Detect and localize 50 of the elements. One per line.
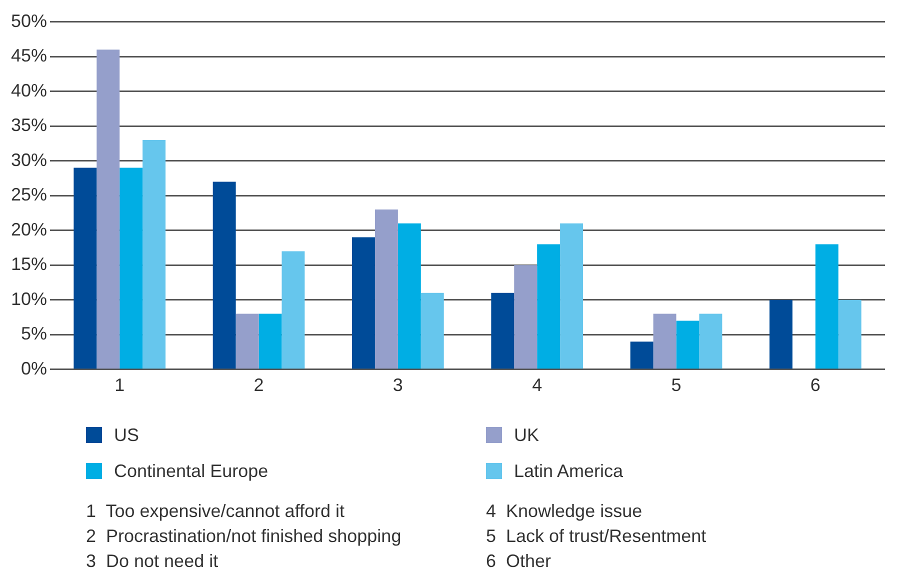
y-tick-label: 25% — [10, 184, 48, 205]
y-tick-label: 10% — [10, 288, 48, 309]
bar — [420, 292, 444, 369]
y-tick-label: 30% — [10, 150, 48, 170]
text: 4 Knowledge issue — [486, 500, 644, 523]
bar — [236, 314, 259, 369]
x-tick-label: 1 — [114, 375, 125, 396]
y-tick-label: 35% — [10, 115, 48, 136]
legend-label: Continental Europe — [114, 460, 268, 482]
bar — [96, 50, 120, 369]
y-tick-label: 50% — [10, 10, 48, 31]
bar — [514, 265, 538, 369]
legend-label: US — [114, 424, 140, 446]
y-tick-label: 15% — [10, 254, 48, 274]
bar — [282, 251, 305, 369]
text: 1 Too expensive/cannot afford it — [86, 500, 346, 523]
bar — [630, 342, 654, 369]
bar — [815, 244, 838, 369]
x-tick-label: 4 — [532, 375, 542, 396]
bar — [653, 314, 676, 369]
bar — [676, 320, 700, 369]
text: 6 Other — [486, 550, 552, 573]
bar — [699, 314, 722, 369]
bar — [398, 223, 421, 369]
text: 3 Do not need it — [86, 550, 220, 573]
bar — [374, 210, 398, 369]
x-tick-label: 5 — [671, 375, 682, 396]
x-tick-label: 3 — [392, 375, 403, 396]
bar — [258, 314, 282, 369]
y-tick-label: 40% — [10, 80, 48, 100]
y-tick-label: 5% — [21, 324, 48, 344]
text: 2 Procrastination/not finished shopping — [86, 525, 402, 548]
bar — [838, 300, 862, 369]
bar — [74, 168, 97, 369]
bar — [491, 292, 514, 369]
y-tick-label: 0% — [21, 358, 48, 378]
bar — [537, 244, 560, 369]
y-tick-label: 45% — [10, 46, 48, 66]
x-tick-label: 6 — [810, 375, 820, 396]
bar — [212, 182, 236, 369]
bar — [352, 237, 375, 369]
bar — [142, 140, 166, 369]
bar — [769, 300, 792, 369]
x-tick-label: 2 — [254, 375, 264, 396]
y-tick-label: 20% — [10, 219, 48, 240]
bar — [120, 168, 143, 369]
text: 5 Lack of trust/Resentment — [486, 525, 708, 548]
legend-label: Latin America — [514, 460, 624, 482]
bar — [560, 223, 584, 369]
legend-label: UK — [514, 424, 540, 446]
